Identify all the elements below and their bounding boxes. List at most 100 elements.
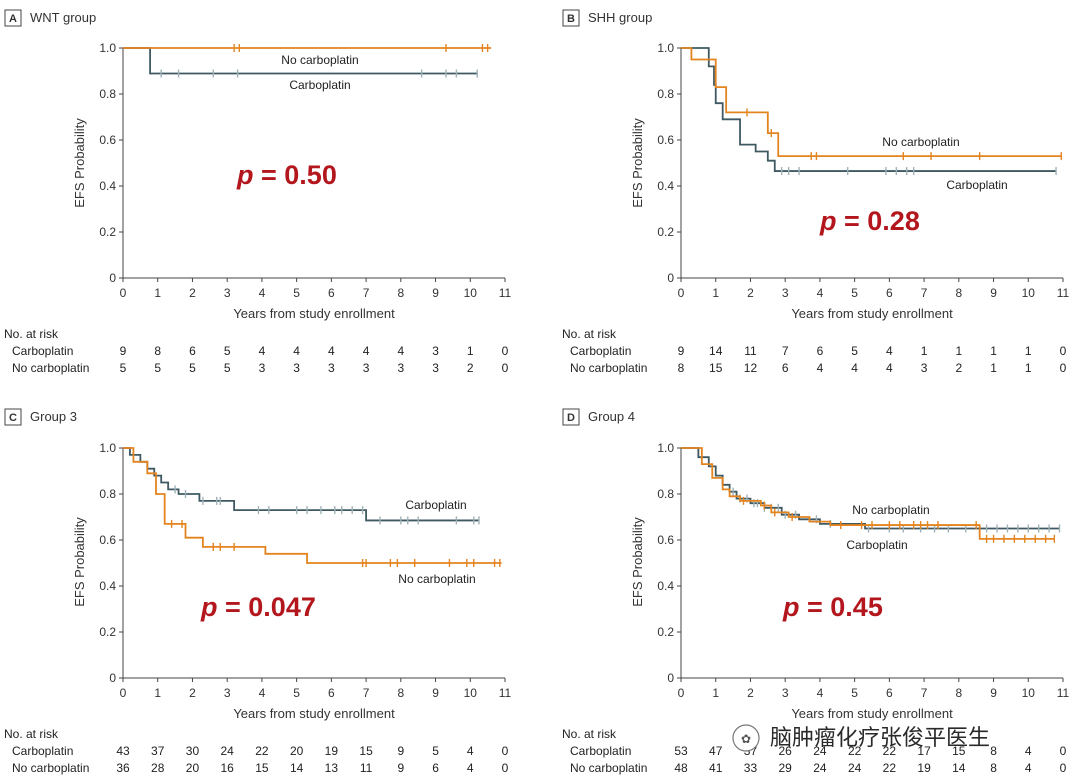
- x-tick-label: 7: [363, 286, 370, 300]
- risk-value-carboplatin: 15: [952, 744, 966, 758]
- risk-value-no-carboplatin: 4: [817, 361, 824, 375]
- watermark: ✿ 脑肿瘤化疗张俊平医生: [732, 724, 990, 752]
- risk-value-carboplatin: 1: [990, 344, 997, 358]
- x-tick-label: 10: [464, 686, 478, 700]
- risk-value-carboplatin: 1: [467, 344, 474, 358]
- risk-value-no-carboplatin: 8: [990, 761, 997, 775]
- x-tick-label: 6: [886, 686, 893, 700]
- x-ticks: 0 1 2 3 4 5 6 7 8 9 10 11: [120, 678, 512, 700]
- x-tick-label: 4: [259, 686, 266, 700]
- risk-header: No. at risk: [4, 727, 59, 741]
- x-tick-label: 9: [990, 286, 997, 300]
- risk-value-no-carboplatin: 15: [709, 361, 723, 375]
- risk-value-no-carboplatin: 4: [851, 361, 858, 375]
- x-tick-label: 9: [432, 286, 439, 300]
- risk-value-carboplatin: 5: [432, 744, 439, 758]
- risk-value-carboplatin: 24: [221, 744, 235, 758]
- x-tick-label: 11: [1057, 686, 1070, 700]
- panel-letter-box: [4, 9, 22, 27]
- risk-row-label-no-carboplatin: No carboplatin: [570, 361, 647, 375]
- x-axis-label: Years from study enrollment: [233, 306, 395, 321]
- y-tick-label: 0.2: [99, 225, 116, 239]
- x-tick-label: 0: [120, 686, 127, 700]
- risk-value-carboplatin: 3: [432, 344, 439, 358]
- risk-row-label-carboplatin: Carboplatin: [12, 744, 73, 758]
- risk-value-carboplatin: 1: [1025, 344, 1032, 358]
- x-ticks: 0 1 2 3 4 5 6 7 8 9 10 11: [120, 278, 512, 300]
- risk-value-no-carboplatin: 4: [1025, 761, 1032, 775]
- y-axis-label: EFS Probability: [630, 517, 645, 607]
- x-tick-label: 11: [1057, 286, 1070, 300]
- risk-value-no-carboplatin: 9: [397, 761, 404, 775]
- risk-value-carboplatin: 30: [186, 744, 200, 758]
- carboplatin-label: Carboplatin: [405, 498, 466, 512]
- risk-value-carboplatin: 4: [1025, 744, 1032, 758]
- risk-value-carboplatin: 5: [851, 344, 858, 358]
- x-tick-label: 1: [154, 686, 161, 700]
- risk-value-carboplatin: 9: [397, 744, 404, 758]
- risk-value-no-carboplatin: 19: [917, 761, 931, 775]
- carboplatin-label: Carboplatin: [289, 78, 350, 92]
- risk-value-carboplatin: 14: [709, 344, 723, 358]
- risk-row-label-carboplatin: Carboplatin: [12, 344, 73, 358]
- risk-values: 9 8 6 5 4 4 4 4 4 3 1 0 5 5 5 5 3 3 3 3 3 3 2 0: [120, 344, 509, 375]
- risk-row-label-carboplatin: Carboplatin: [570, 344, 631, 358]
- x-tick-label: 10: [464, 286, 478, 300]
- risk-value-no-carboplatin: 3: [397, 361, 404, 375]
- p-value: p = 0.50: [236, 160, 337, 190]
- risk-value-carboplatin: 22: [848, 744, 862, 758]
- y-ticks: 0 0.2 0.4 0.6 0.8 1.0: [99, 41, 123, 285]
- no-carboplatin-label: No carboplatin: [398, 572, 475, 586]
- x-tick-label: 8: [955, 286, 962, 300]
- risk-value-no-carboplatin: 48: [674, 761, 688, 775]
- x-tick-label: 6: [886, 286, 893, 300]
- risk-row-label-carboplatin: Carboplatin: [570, 744, 631, 758]
- no-carboplatin-label: No carboplatin: [852, 503, 929, 517]
- risk-value-no-carboplatin: 28: [151, 761, 165, 775]
- x-tick-label: 10: [1022, 686, 1036, 700]
- x-tick-label: 3: [782, 686, 789, 700]
- panel-a: A WNT group 0 1 2 3 4 5 6 7 8 9 10 11 00.20.40.60.8…: [4, 9, 512, 375]
- y-tick-label: 0: [109, 671, 116, 685]
- risk-value-no-carboplatin: 2: [467, 361, 474, 375]
- x-tick-label: 8: [397, 686, 404, 700]
- y-tick-label: 0.4: [657, 179, 674, 193]
- x-tick-label: 4: [259, 286, 266, 300]
- y-tick-label: 1.0: [99, 41, 116, 55]
- no-carboplatin-label: No carboplatin: [281, 53, 358, 67]
- risk-value-carboplatin: 47: [709, 744, 723, 758]
- x-axis-label: Years from study enrollment: [233, 706, 395, 721]
- panel-letter: A: [9, 13, 17, 25]
- risk-value-no-carboplatin: 5: [120, 361, 127, 375]
- risk-value-carboplatin: 53: [674, 744, 688, 758]
- risk-value-no-carboplatin: 5: [154, 361, 161, 375]
- y-tick-label: 1.0: [99, 441, 116, 455]
- x-tick-label: 0: [678, 686, 685, 700]
- x-tick-label: 2: [747, 686, 754, 700]
- y-tick-label: 0.4: [657, 579, 674, 593]
- risk-value-no-carboplatin: 0: [1060, 361, 1067, 375]
- x-tick-label: 5: [851, 286, 858, 300]
- x-tick-label: 7: [921, 286, 928, 300]
- risk-header: No. at risk: [562, 327, 617, 341]
- panel-letter: D: [567, 412, 575, 424]
- risk-value-no-carboplatin: 3: [328, 361, 335, 375]
- panel-title: Group 4: [588, 409, 635, 424]
- risk-values: 43 37 30 24 22 20 19 15 9 5 4 0 36 28 20 16 15 14 13 11 9 6 4 0: [116, 744, 508, 775]
- y-tick-label: 0.6: [99, 533, 116, 547]
- risk-value-carboplatin: 11: [744, 344, 757, 358]
- y-tick-label: 0.6: [99, 133, 116, 147]
- risk-value-carboplatin: 19: [325, 744, 339, 758]
- risk-row-label-no-carboplatin: No carboplatin: [570, 761, 647, 775]
- panel-letter-box: [562, 408, 580, 426]
- wechat-icon-glyph: ✿: [741, 732, 751, 746]
- risk-value-carboplatin: 22: [883, 744, 897, 758]
- plot-area: [680, 447, 1063, 679]
- x-axis-label: Years from study enrollment: [791, 706, 953, 721]
- risk-value-no-carboplatin: 5: [189, 361, 196, 375]
- risk-value-no-carboplatin: 24: [813, 761, 827, 775]
- x-tick-label: 2: [189, 686, 196, 700]
- y-tick-label: 0: [667, 671, 674, 685]
- risk-table: No. at risk Carboplatin No carboplatin 9…: [4, 327, 509, 375]
